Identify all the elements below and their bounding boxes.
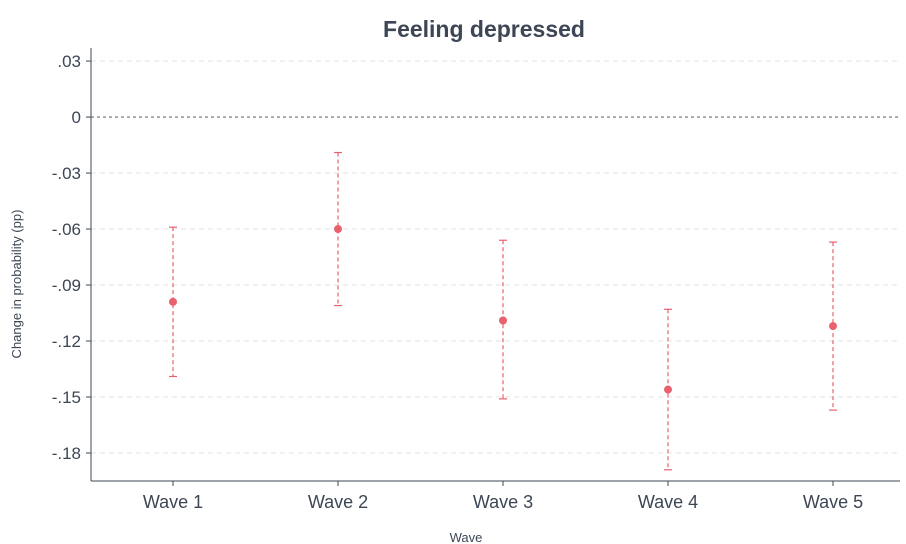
y-tick-label: 0 xyxy=(72,108,81,127)
axis-layer: .03 0 -.03 -.06 -.09 -.12 -.15 -.18 Wave 1 Wave 2… xyxy=(52,48,900,512)
point-estimate xyxy=(664,385,672,394)
grid-layer xyxy=(91,60,900,454)
x-tick-label: Wave 5 xyxy=(803,492,863,512)
x-tick-label: Wave 2 xyxy=(308,492,368,512)
y-tick-label: .03 xyxy=(57,52,81,71)
y-tick-label: -.06 xyxy=(52,220,81,239)
chart-title: Feeling depressed xyxy=(383,16,585,42)
point-estimate xyxy=(334,225,342,234)
y-tick-label: -.12 xyxy=(52,332,81,351)
x-axis-label: Wave xyxy=(450,530,483,544)
y-axis-label: Change in probability (pp) xyxy=(9,210,24,359)
y-tick-label: -.09 xyxy=(52,276,81,295)
point-estimate xyxy=(829,322,837,331)
x-tick-label: Wave 4 xyxy=(638,492,698,512)
point-estimate xyxy=(169,297,177,306)
y-tick-label: -.18 xyxy=(52,444,81,463)
x-tick-label: Wave 1 xyxy=(143,492,203,512)
marks-layer xyxy=(169,151,837,471)
y-tick-label: -.15 xyxy=(52,388,81,407)
y-tick-label: -.03 xyxy=(52,164,81,183)
x-tick-label: Wave 3 xyxy=(473,492,533,512)
point-estimate xyxy=(499,316,507,325)
